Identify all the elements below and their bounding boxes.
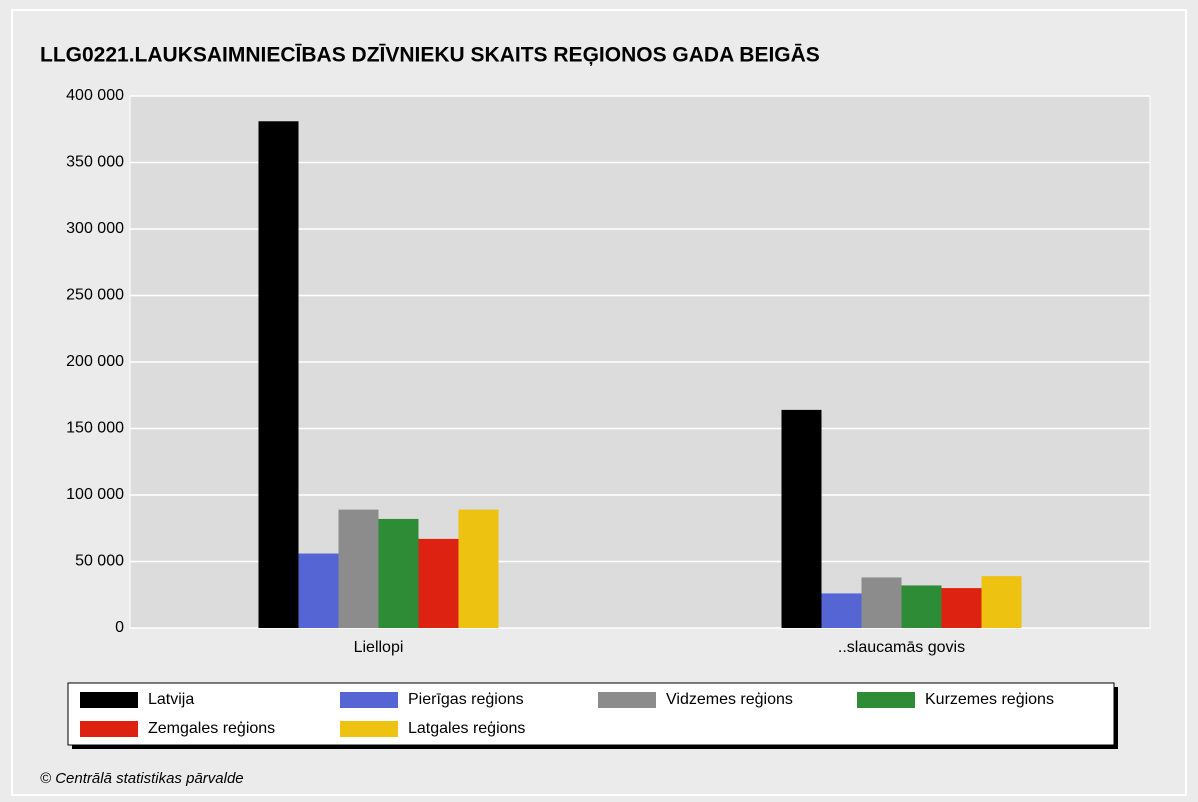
y-tick-label: 400 000 (66, 87, 124, 104)
y-tick-label: 250 000 (66, 287, 124, 304)
legend-label: Vidzemes reģions (666, 690, 793, 708)
source: © Centrālā statistikas pārvalde (40, 770, 244, 787)
legend-swatch (340, 721, 398, 737)
legend-swatch (857, 692, 915, 708)
y-tick-label: 150 000 (66, 420, 124, 437)
chart-title: LLG0221.LAUKSAIMNIECĪBAS DZĪVNIEKU SKAIT… (40, 44, 820, 67)
bar (861, 577, 902, 628)
legend-label: Pierīgas reģions (408, 690, 524, 708)
bar (418, 538, 459, 628)
x-tick-label: Liellopi (354, 639, 404, 656)
bar (338, 509, 379, 628)
y-tick-label: 0 (115, 619, 124, 636)
y-tick-label: 50 000 (75, 553, 124, 570)
legend-label: Kurzemes reģions (925, 690, 1054, 708)
bar (258, 121, 299, 629)
bar (298, 553, 339, 628)
legend-swatch (340, 692, 398, 708)
bar (378, 518, 419, 628)
legend-label: Zemgales reģions (148, 719, 275, 737)
legend (67, 682, 1115, 746)
bar (821, 593, 862, 628)
y-tick-label: 350 000 (66, 154, 124, 171)
bar (901, 585, 942, 628)
legend-swatch (80, 692, 138, 708)
y-tick-label: 300 000 (66, 220, 124, 237)
legend-label: Latgales reģions (408, 719, 525, 737)
bar (941, 588, 982, 628)
bar (458, 509, 499, 628)
bar (981, 576, 1022, 628)
legend-label: Latvija (148, 691, 194, 708)
y-tick-label: 200 000 (66, 353, 124, 370)
legend-swatch (80, 721, 138, 737)
bar (781, 409, 822, 628)
y-tick-label: 100 000 (66, 486, 124, 503)
x-tick-label: ..slaucamās govis (838, 639, 965, 656)
legend-swatch (598, 692, 656, 708)
